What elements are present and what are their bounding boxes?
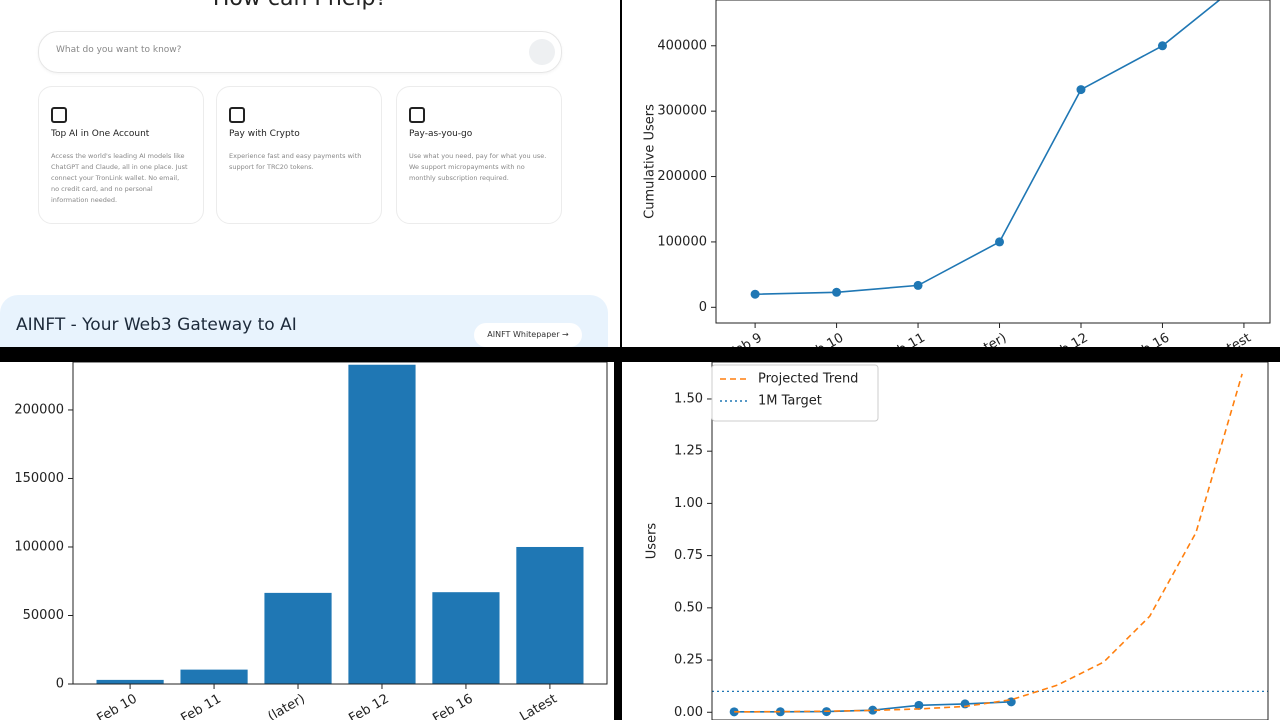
x-tick-label: Latest — [517, 692, 559, 720]
feature-card: Top AI in One Account Access the world's… — [38, 86, 204, 224]
marker — [750, 289, 760, 299]
y-tick-label: 150000 — [14, 471, 64, 486]
chart: 0 100000 200000 300000 400000 Cumulative User… — [622, 0, 1280, 347]
y-tick-label: 1.25 — [674, 444, 703, 459]
marker — [913, 280, 923, 290]
axes-frame — [72, 362, 608, 685]
marker — [1157, 41, 1167, 51]
feature-card: Pay with Crypto Experience fast and easy… — [216, 86, 382, 224]
y-axis-label: Users — [645, 523, 660, 560]
search-box[interactable]: What do you want to know? — [38, 31, 562, 73]
marker — [914, 700, 924, 710]
y-tick-label: 1.00 — [674, 496, 703, 511]
series-line — [734, 373, 1243, 713]
ui-panel: How can I help? What do you want to know… — [0, 0, 620, 347]
chart: 0.00 0.25 0.50 0.75 1.00 1.25 1.50 Users Project… — [622, 362, 1280, 720]
x-tick-label: Feb 12 — [1045, 331, 1090, 347]
bar — [264, 592, 332, 684]
card-icon — [229, 107, 245, 123]
legend-label: Projected Trend — [758, 372, 858, 387]
axes-frame — [715, 0, 1271, 324]
y-tick-label: 0.75 — [674, 548, 703, 563]
feature-card: Pay-as-you-go Use what you need, pay for… — [396, 86, 562, 224]
chart: 0 50000 100000 150000 200000 Feb 10 Feb 11 (lat… — [0, 362, 614, 720]
banner: AINFT - Your Web3 Gateway to AI AINFT Wh… — [0, 295, 608, 347]
bar — [348, 364, 416, 684]
x-tick-label: (later) — [967, 331, 1009, 347]
series-line — [755, 0, 1221, 296]
card-title: Top AI in One Account — [51, 129, 150, 139]
y-tick-label: 50000 — [23, 608, 64, 623]
x-tick-label: Feb 16 — [1127, 331, 1172, 347]
search-button[interactable] — [529, 39, 555, 65]
y-tick-label: 0.50 — [674, 600, 703, 615]
x-tick-label: Feb 10 — [801, 331, 846, 347]
heading: How can I help? — [0, 0, 600, 11]
y-tick-label: 0.00 — [674, 705, 703, 720]
marker — [775, 707, 785, 717]
legend-label: 1M Target — [758, 394, 822, 409]
x-tick-label: (later) — [265, 692, 307, 720]
bar — [96, 679, 164, 684]
bar — [432, 592, 500, 684]
x-tick-label: Feb 16 — [430, 692, 475, 720]
x-tick-label: Feb 11 — [882, 331, 927, 347]
y-tick-label: 100000 — [14, 539, 64, 554]
plot-area — [712, 373, 1268, 717]
bar — [516, 546, 584, 684]
y-tick-label: 1.50 — [674, 391, 703, 406]
marker — [868, 705, 878, 715]
search-placeholder: What do you want to know? — [56, 45, 182, 55]
marker — [1076, 85, 1086, 95]
card-title: Pay with Crypto — [229, 129, 300, 139]
y-tick-label: 300000 — [657, 104, 707, 119]
card-text: Access the world's leading AI models lik… — [51, 152, 188, 204]
y-tick-label: 200000 — [657, 169, 707, 184]
whitepaper-button[interactable]: AINFT Whitepaper → — [474, 323, 582, 347]
y-axis-label: Cumulative Users — [643, 104, 658, 219]
banner-title: AINFT - Your Web3 Gateway to AI — [16, 315, 297, 335]
y-tick-label: 0.25 — [674, 653, 703, 668]
y-tick-label: 0 — [56, 677, 64, 692]
y-tick-label: 400000 — [657, 38, 707, 53]
plot-area — [96, 364, 584, 684]
legend-box — [711, 364, 879, 422]
card-icon — [51, 107, 67, 123]
card-text: Use what you need, pay for what you use.… — [409, 152, 547, 182]
x-tick-label: Feb 9 — [727, 331, 765, 347]
y-tick-label: 100000 — [657, 234, 707, 249]
card-title: Pay-as-you-go — [409, 129, 473, 139]
plot-area — [750, 0, 1221, 299]
marker — [832, 287, 842, 297]
y-tick-label: 0 — [699, 300, 707, 315]
axes-frame — [711, 362, 1269, 720]
x-tick-label: Latest — [1211, 331, 1253, 347]
bar — [180, 669, 248, 684]
card-icon — [409, 107, 425, 123]
y-tick-label: 200000 — [14, 402, 64, 417]
x-tick-label: Feb 11 — [178, 692, 223, 720]
x-tick-label: Feb 12 — [346, 692, 391, 720]
card-text: Experience fast and easy payments with s… — [229, 152, 362, 171]
marker — [995, 237, 1005, 247]
x-tick-label: Feb 10 — [94, 692, 139, 720]
